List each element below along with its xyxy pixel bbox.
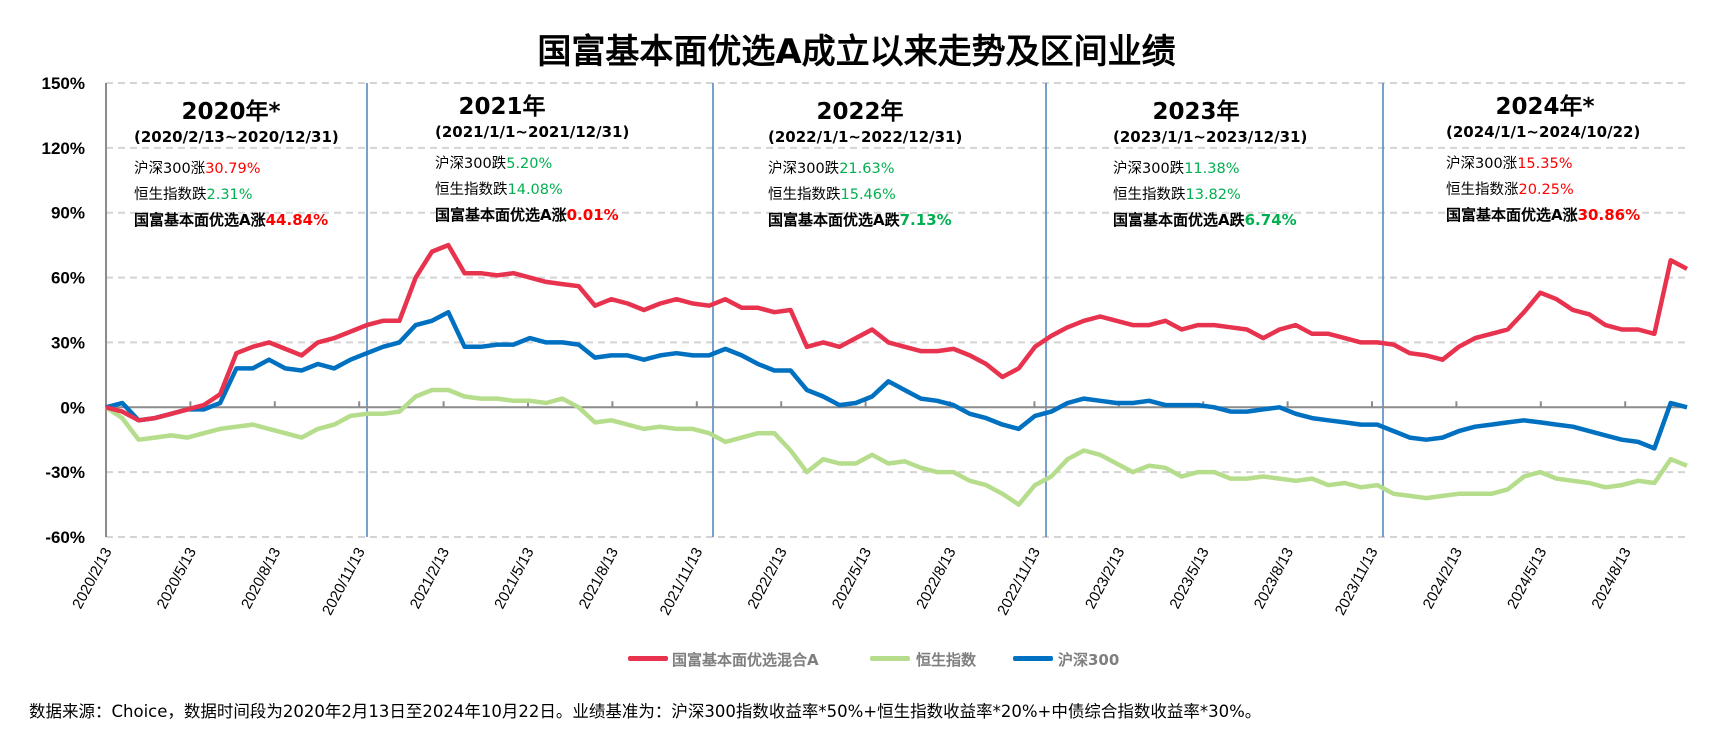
panel-stat: 沪深300涨30.79% <box>134 157 260 178</box>
panel-range: (2022/1/1~2022/12/31) <box>768 128 963 146</box>
x-tick-label: 2021/2/13 <box>407 545 453 612</box>
stat-value: 15.35% <box>1517 156 1573 172</box>
stat-value: 20.25% <box>1518 182 1574 198</box>
x-tick-label: 2023/8/13 <box>1251 545 1297 612</box>
x-axis-labels: 2020/2/13 2020/5/13 2020/8/13 2020/11/13 202… <box>69 545 1635 618</box>
x-tick-label: 2021/5/13 <box>491 545 537 612</box>
panel-stat: 国富基本面优选A涨44.84% <box>134 209 328 230</box>
stat-label: 沪深300跌 <box>768 161 840 177</box>
legend-label-fund: 国富基本面优选混合A <box>672 651 819 669</box>
panel-stat: 国富基本面优选A跌6.74% <box>1113 209 1297 230</box>
panel-stat: 恒生指数涨20.25% <box>1446 178 1574 199</box>
x-tick-label: 2022/11/13 <box>994 545 1044 618</box>
panel-stat: 国富基本面优选A涨0.01% <box>435 204 619 225</box>
stat-value: 13.82% <box>1185 187 1241 203</box>
panel-stat: 国富基本面优选A涨30.86% <box>1446 204 1640 225</box>
stat-label: 恒生指数涨 <box>1446 182 1519 198</box>
panel-year: 2022年 <box>816 99 904 125</box>
y-tick-label: 120% <box>42 139 85 158</box>
panel-stat: 恒生指数跌15.46% <box>768 183 896 204</box>
y-tick-label: 90% <box>51 204 85 223</box>
stat-value: 5.20% <box>506 156 553 172</box>
legend-label-hsi: 恒生指数 <box>916 651 977 669</box>
stat-value: 0.01% <box>566 206 619 224</box>
panel-range: (2024/1/1~2024/10/22) <box>1446 123 1641 141</box>
panel-year: 2024年* <box>1495 94 1595 120</box>
y-tick-label: 150% <box>42 74 85 93</box>
stat-value: 44.84% <box>265 211 329 229</box>
y-tick-label: 0% <box>60 398 85 417</box>
stat-label: 恒生指数跌 <box>134 187 207 203</box>
stat-label: 沪深300涨 <box>1446 156 1518 172</box>
panel-stat: 沪深300涨15.35% <box>1446 152 1572 173</box>
stat-label: 恒生指数跌 <box>435 182 508 198</box>
chart-title: 国富基本面优选A成立以来走势及区间业绩 <box>537 32 1176 72</box>
series-lines <box>104 242 1689 507</box>
panel-range: (2023/1/1~2023/12/31) <box>1113 128 1308 146</box>
x-tick-label: 2020/8/13 <box>238 545 284 612</box>
y-tick-label: -60% <box>45 528 85 547</box>
x-tick-label: 2021/11/13 <box>657 545 707 618</box>
x-tick-label: 2020/2/13 <box>69 545 115 612</box>
stat-label: 国富基本面优选A涨 <box>1446 206 1578 224</box>
stat-value: 6.74% <box>1244 211 1297 229</box>
panel-range: (2020/2/13~2020/12/31) <box>134 128 339 146</box>
panel-year: 2023年 <box>1152 99 1240 125</box>
x-tick-label: 2024/5/13 <box>1504 545 1550 612</box>
legend-swatch-fund <box>628 656 668 661</box>
x-tick-label: 2020/11/13 <box>319 545 369 618</box>
series-fund-line <box>105 242 1689 423</box>
y-tick-label: 30% <box>51 333 85 352</box>
panel-stat: 沪深300跌21.63% <box>768 157 894 178</box>
stat-value: 21.63% <box>839 161 895 177</box>
period-separators <box>366 83 1384 537</box>
stat-label: 沪深300跌 <box>1113 161 1185 177</box>
series-hsi-line <box>104 387 1688 507</box>
stat-label: 恒生指数跌 <box>1113 187 1186 203</box>
stat-label: 国富基本面优选A涨 <box>435 206 567 224</box>
stat-label: 国富基本面优选A涨 <box>134 211 266 229</box>
stat-value: 2.31% <box>206 187 253 203</box>
panel-stat: 恒生指数跌2.31% <box>134 183 253 204</box>
stat-label: 沪深300跌 <box>435 156 507 172</box>
y-axis-labels: 150% 120% 90% 60% 30% 0% -30% -60% <box>42 74 85 547</box>
panel-year: 2020年* <box>181 99 281 125</box>
panel-stat: 沪深300跌11.38% <box>1113 157 1239 178</box>
x-tick-label: 2022/8/13 <box>913 545 959 612</box>
x-tick-label: 2023/11/13 <box>1332 545 1382 618</box>
y-tick-label: 60% <box>51 269 85 288</box>
legend-swatch-hsi <box>870 656 910 661</box>
footnote: 数据来源：Choice，数据时间段为2020年2月13日至2024年10月22日… <box>29 702 1262 721</box>
stat-label: 国富基本面优选A跌 <box>768 211 900 229</box>
stat-label: 沪深300涨 <box>134 161 206 177</box>
x-tick-label: 2020/5/13 <box>154 545 200 612</box>
x-tick-label: 2024/2/13 <box>1420 545 1466 612</box>
panel-stat: 恒生指数跌13.82% <box>1113 183 1241 204</box>
stat-value: 7.13% <box>899 211 952 229</box>
panel-year: 2021年 <box>458 94 546 120</box>
axes <box>105 83 1687 537</box>
stat-label: 国富基本面优选A跌 <box>1113 211 1245 229</box>
stat-value: 15.46% <box>840 187 896 203</box>
stat-label: 恒生指数跌 <box>768 187 841 203</box>
panel-stat: 沪深300跌5.20% <box>435 152 552 173</box>
panel-stat: 恒生指数跌14.08% <box>435 178 563 199</box>
x-tick-label: 2024/8/13 <box>1588 545 1634 612</box>
stat-value: 30.86% <box>1577 206 1641 224</box>
x-tick-label: 2021/8/13 <box>576 545 622 612</box>
legend-swatch-csi300 <box>1013 656 1053 661</box>
stat-value: 30.79% <box>205 161 261 177</box>
series-csi300-line <box>105 309 1688 451</box>
x-tick-label: 2022/2/13 <box>744 545 790 612</box>
x-tick-label: 2022/5/13 <box>829 545 875 612</box>
stat-value: 14.08% <box>507 182 563 198</box>
panel-range: (2021/1/1~2021/12/31) <box>435 123 630 141</box>
x-tick-label: 2023/5/13 <box>1166 545 1212 612</box>
legend-label-csi300: 沪深300 <box>1058 651 1120 669</box>
y-tick-label: -30% <box>45 463 85 482</box>
panel-stat: 国富基本面优选A跌7.13% <box>768 209 952 230</box>
stat-value: 11.38% <box>1184 161 1240 177</box>
x-tick-label: 2023/2/13 <box>1082 545 1128 612</box>
